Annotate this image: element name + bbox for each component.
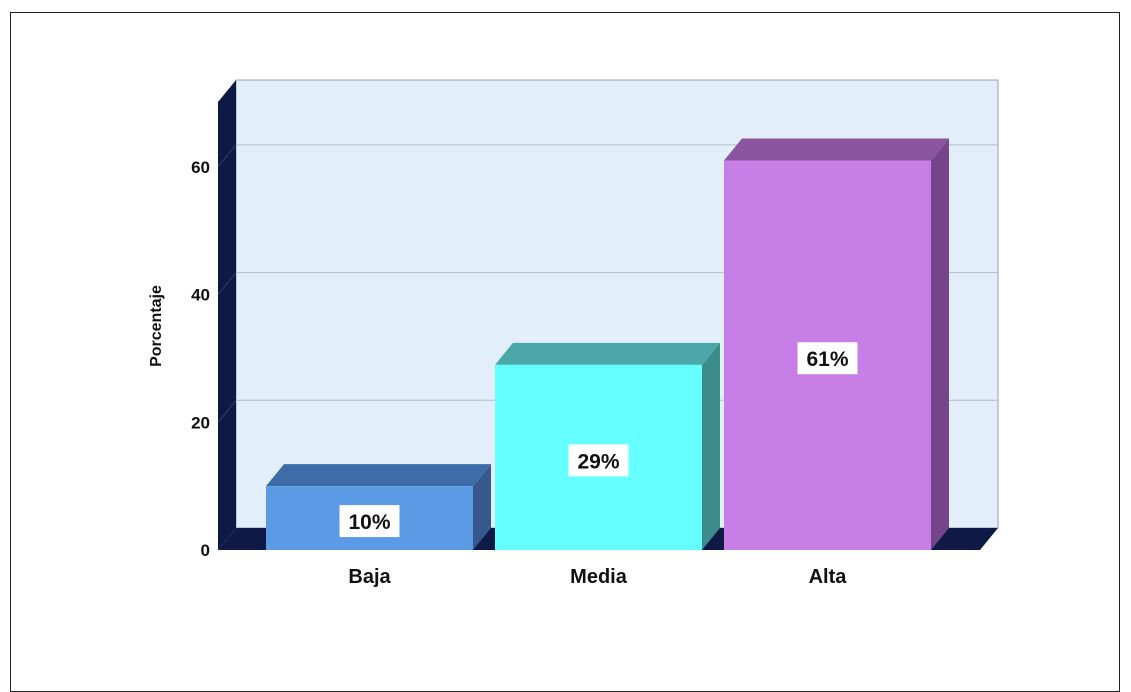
y-tick-label: 60 bbox=[191, 158, 210, 177]
data-label-box bbox=[568, 444, 629, 477]
y-axis-ticks: 0 20 40 60 bbox=[191, 158, 210, 560]
bar-top bbox=[495, 342, 720, 365]
x-tick-label: Baja bbox=[348, 566, 391, 588]
bar-side bbox=[702, 342, 720, 550]
data-label-box bbox=[797, 342, 858, 375]
y-tick-label: 20 bbox=[191, 413, 210, 432]
y-tick-label: 0 bbox=[201, 541, 210, 560]
x-tick-label: Alta bbox=[809, 566, 848, 588]
bar-alta: 61% bbox=[724, 138, 949, 550]
bar-top bbox=[266, 464, 491, 487]
data-label-box bbox=[339, 505, 400, 538]
x-axis-labels: Baja Media Alta bbox=[348, 566, 847, 588]
y-axis-title: Porcentaje bbox=[148, 285, 165, 367]
bar-baja: 10% bbox=[266, 464, 491, 550]
gridline-side bbox=[217, 399, 237, 423]
x-tick-label: Media bbox=[570, 566, 628, 588]
bar-chart: 10% 29% 61% 0 20 40 60 Baja Media Alta Porcenta… bbox=[148, 79, 999, 588]
bar-side bbox=[931, 138, 949, 550]
data-label: 61% bbox=[806, 348, 848, 371]
bar-side bbox=[473, 464, 491, 550]
bar-media: 29% bbox=[495, 342, 720, 550]
y-tick-label: 40 bbox=[191, 286, 210, 305]
data-label: 29% bbox=[577, 450, 619, 473]
gridline-side bbox=[217, 144, 237, 168]
data-label: 10% bbox=[348, 511, 390, 534]
gridline-side bbox=[217, 272, 237, 295]
left-wall bbox=[218, 80, 236, 550]
bar-top bbox=[724, 138, 949, 161]
bars: 10% 29% 61% bbox=[266, 138, 949, 550]
